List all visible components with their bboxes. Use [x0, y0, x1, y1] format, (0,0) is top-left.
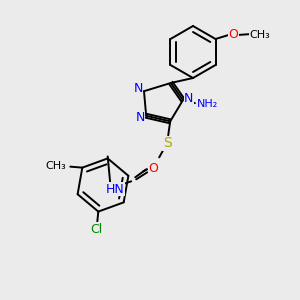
Text: CH₃: CH₃: [249, 30, 270, 40]
Text: S: S: [163, 136, 172, 150]
Text: N: N: [184, 92, 194, 105]
Text: O: O: [148, 162, 158, 175]
Text: HN: HN: [106, 183, 124, 196]
Text: CH₃: CH₃: [45, 160, 66, 171]
Text: NH₂: NH₂: [197, 99, 218, 109]
Text: O: O: [229, 28, 238, 40]
Text: N: N: [133, 82, 143, 95]
Text: Cl: Cl: [90, 223, 102, 236]
Text: N: N: [136, 111, 145, 124]
